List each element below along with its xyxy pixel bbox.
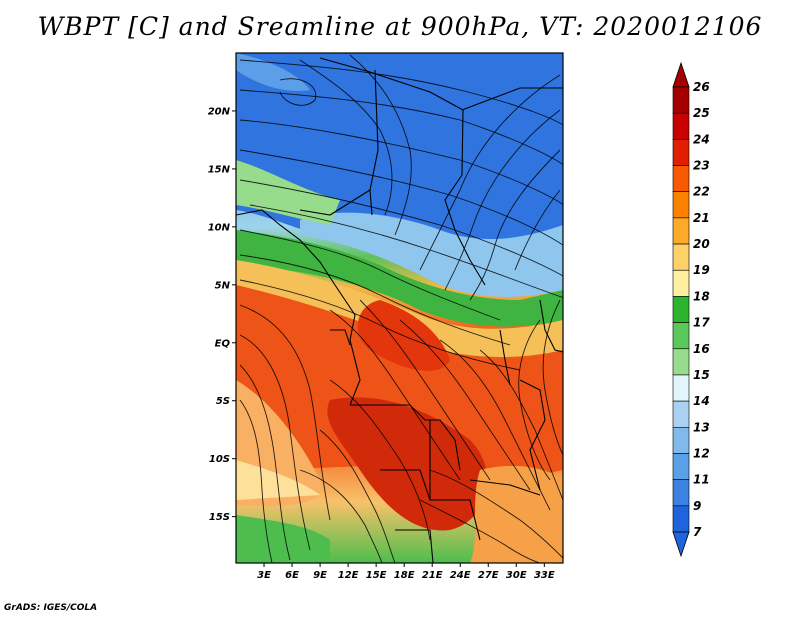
colorbar-swatch xyxy=(672,269,690,297)
colorbar-label: 19 xyxy=(693,263,710,277)
colorbar-swatch xyxy=(672,453,690,480)
colorbar-label: 15 xyxy=(693,368,710,382)
lat-tick-label: 20N xyxy=(208,106,231,117)
colorbar-label: 16 xyxy=(693,342,710,356)
streamlines xyxy=(239,54,563,563)
colorbar-top-arrow xyxy=(672,61,690,88)
colorbar-label: 18 xyxy=(693,289,710,303)
lon-tick-label: 15E xyxy=(366,570,387,581)
colorbar-label: 24 xyxy=(693,132,710,146)
colorbar-swatch xyxy=(672,243,690,271)
latitude-axis: 20N 15N 10N 5N EQ 5S 10S 15S xyxy=(208,106,236,523)
lon-tick-label: 33E xyxy=(534,570,555,581)
lat-tick-label: 15N xyxy=(208,164,231,175)
longitude-axis: 3E 6E 9E 12E 15E 18E 21E 24E 27E 30E 33E xyxy=(257,563,555,581)
lon-tick-label: 21E xyxy=(422,570,443,581)
lat-tick-label: 10S xyxy=(209,454,230,465)
colorbar-label: 20 xyxy=(693,237,710,251)
lat-tick-label: 15S xyxy=(209,512,230,523)
colorbar-label: 11 xyxy=(693,473,710,487)
colorbar-swatch xyxy=(672,112,690,140)
colorbar-swatch xyxy=(672,296,690,323)
colorbar-label: 14 xyxy=(693,394,710,408)
lon-tick-label: 9E xyxy=(313,570,327,581)
colorbar-label: 13 xyxy=(693,420,710,434)
lat-tick-label: 5S xyxy=(216,396,230,407)
colorbar-swatch xyxy=(672,400,690,428)
colorbar-swatch xyxy=(672,217,690,245)
lon-tick-label: 3E xyxy=(257,570,271,581)
colorbar-label: 22 xyxy=(693,185,710,199)
lon-tick-label: 30E xyxy=(506,570,527,581)
colorbar-swatch xyxy=(672,322,690,350)
lon-tick-label: 24E xyxy=(450,570,471,581)
lon-tick-label: 12E xyxy=(338,570,359,581)
grads-credit: GrADS: IGES/COLA xyxy=(4,603,98,613)
colorbar-swatch xyxy=(672,86,690,114)
colorbar-swatch xyxy=(672,505,690,533)
colorbar-label: 26 xyxy=(693,80,710,94)
lon-tick-label: 27E xyxy=(478,570,499,581)
colorbar-swatch xyxy=(672,191,690,219)
colorbar-label: 23 xyxy=(693,159,710,173)
colorbar-bottom-arrow xyxy=(672,531,690,558)
colorbar-label: 7 xyxy=(693,525,702,539)
colorbar-label: 17 xyxy=(693,316,710,330)
lon-tick-label: 18E xyxy=(394,570,415,581)
country-borders xyxy=(236,57,563,563)
lat-tick-label: 10N xyxy=(208,222,231,233)
chart-title: WBPT [C] and Sreamline at 900hPa, VT: 20… xyxy=(37,12,763,41)
lon-tick-label: 6E xyxy=(285,570,299,581)
map-frame xyxy=(235,52,564,564)
colorbar-label: 21 xyxy=(693,211,710,225)
colorbar-swatch xyxy=(672,165,690,193)
colorbar-swatch xyxy=(672,139,690,166)
colorbar: 26 25 24 23 22 21 20 19 18 17 16 15 14 13 12 11 9 7 xyxy=(672,61,710,558)
colorbar-label: 9 xyxy=(693,499,701,513)
colorbar-label: 25 xyxy=(693,106,710,120)
colorbar-label: 12 xyxy=(693,446,710,460)
colorbar-swatch xyxy=(672,426,690,454)
lat-tick-label: 5N xyxy=(215,280,231,291)
lat-tick-label: EQ xyxy=(215,338,231,349)
colorbar-swatch xyxy=(672,348,690,376)
colorbar-swatch xyxy=(672,374,690,402)
colorbar-swatch xyxy=(672,479,690,507)
